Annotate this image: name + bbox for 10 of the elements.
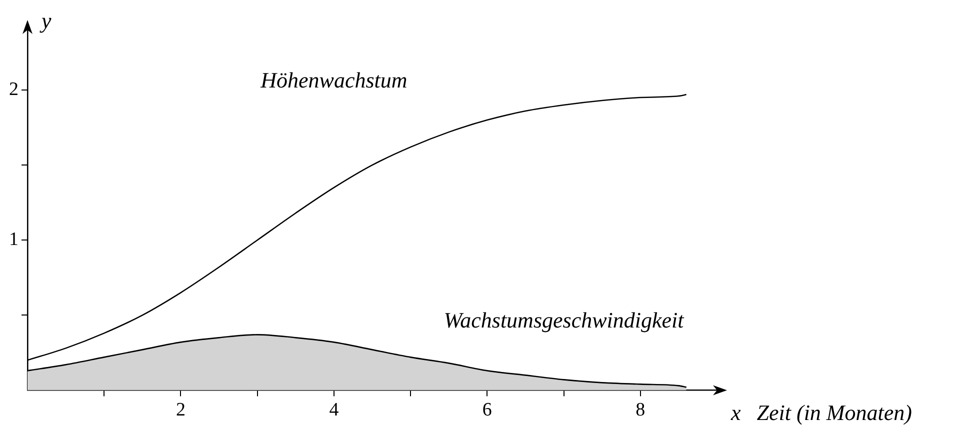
x-axis-title: x <box>730 400 741 425</box>
series-label: Wachstumsgeschwindigkeit <box>444 307 685 332</box>
text: Höhenwachstum <box>260 67 408 92</box>
x-tick-label: 2 <box>176 400 186 421</box>
y-tick-label: 1 <box>9 229 18 250</box>
text: Zeit (in Monaten) <box>756 400 912 425</box>
y-axis-title: y <box>40 8 52 33</box>
x-tick-label: 4 <box>329 400 340 421</box>
x-tick-label: 8 <box>636 400 646 421</box>
x-tick-label: 6 <box>482 400 492 421</box>
